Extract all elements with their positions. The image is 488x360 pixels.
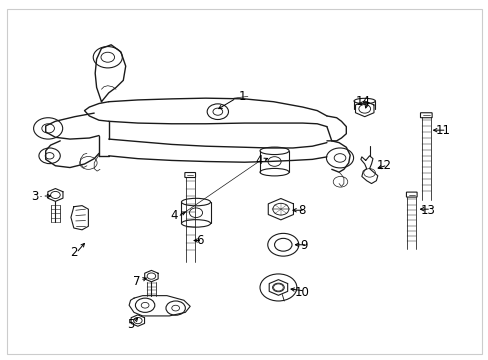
Text: 8: 8	[297, 204, 305, 217]
Text: 14: 14	[355, 95, 370, 108]
Text: 12: 12	[376, 158, 391, 172]
Text: 2: 2	[70, 247, 78, 260]
Text: 10: 10	[294, 285, 308, 298]
Text: 3: 3	[31, 189, 39, 203]
Text: 1: 1	[238, 90, 245, 103]
Text: 13: 13	[420, 204, 434, 217]
Text: 4: 4	[170, 209, 178, 222]
Text: 5: 5	[126, 318, 134, 330]
Text: 11: 11	[435, 124, 450, 137]
Text: 6: 6	[196, 234, 203, 247]
Text: 7: 7	[133, 275, 141, 288]
Text: 4: 4	[255, 154, 262, 167]
Text: 9: 9	[299, 239, 307, 252]
